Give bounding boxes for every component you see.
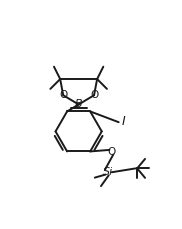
Text: I: I xyxy=(121,115,125,128)
Text: O: O xyxy=(90,90,98,100)
Text: B: B xyxy=(75,99,82,109)
Text: Si: Si xyxy=(103,167,113,177)
Text: O: O xyxy=(108,147,116,157)
Text: O: O xyxy=(59,90,67,100)
